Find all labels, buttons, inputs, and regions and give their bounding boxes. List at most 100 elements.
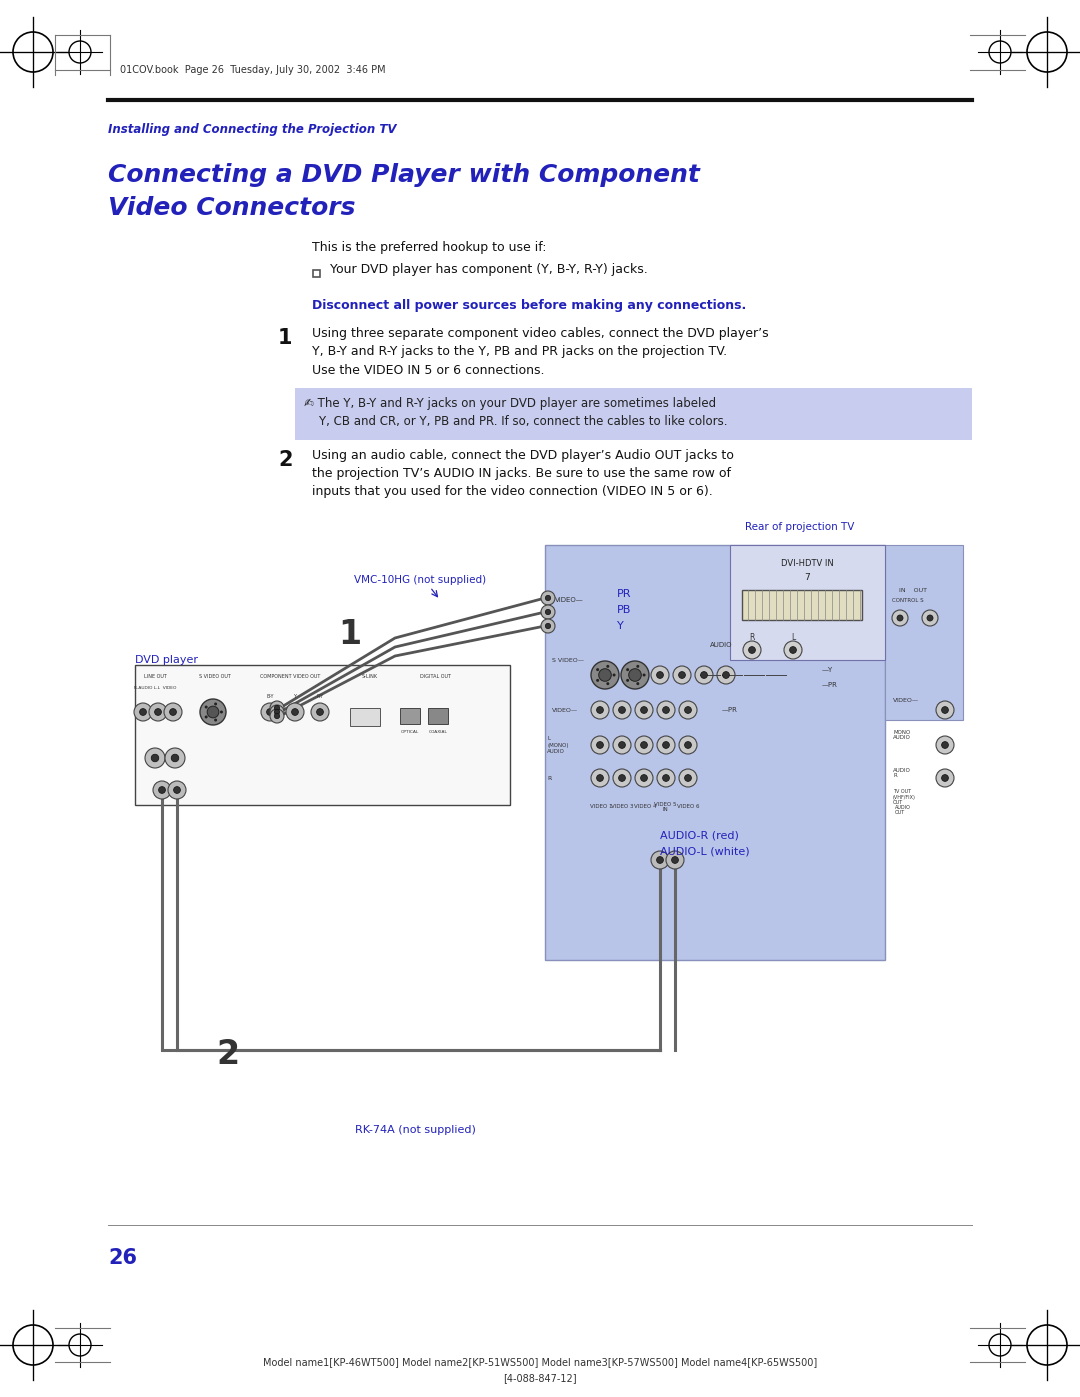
Circle shape	[897, 615, 903, 622]
Text: 01COV.book  Page 26  Tuesday, July 30, 2002  3:46 PM: 01COV.book Page 26 Tuesday, July 30, 200…	[120, 66, 386, 75]
Circle shape	[270, 710, 284, 724]
Circle shape	[596, 742, 604, 749]
Circle shape	[591, 661, 619, 689]
Circle shape	[640, 742, 647, 749]
Circle shape	[214, 718, 217, 721]
Circle shape	[701, 672, 707, 679]
Text: CONTROL S: CONTROL S	[892, 598, 923, 602]
Text: L
(MONO)
AUDIO: L (MONO) AUDIO	[546, 736, 568, 754]
Text: VIDEO—: VIDEO—	[893, 697, 919, 703]
Text: Using an audio cable, connect the DVD player’s Audio OUT jacks to: Using an audio cable, connect the DVD pl…	[312, 450, 734, 462]
Circle shape	[220, 711, 222, 714]
Circle shape	[922, 610, 939, 626]
Text: S VIDEO OUT: S VIDEO OUT	[199, 673, 231, 679]
Circle shape	[942, 774, 948, 781]
Text: Installing and Connecting the Projection TV: Installing and Connecting the Projection…	[108, 123, 396, 137]
Circle shape	[936, 701, 954, 719]
Circle shape	[154, 708, 161, 715]
Circle shape	[159, 787, 165, 793]
Circle shape	[545, 609, 551, 615]
FancyBboxPatch shape	[742, 590, 862, 620]
Circle shape	[170, 708, 176, 715]
Text: —PR: —PR	[723, 707, 738, 712]
Text: AUDIO-L (white): AUDIO-L (white)	[660, 847, 750, 856]
FancyBboxPatch shape	[313, 270, 320, 277]
Circle shape	[626, 668, 630, 671]
Circle shape	[596, 774, 604, 781]
Circle shape	[545, 595, 551, 601]
Circle shape	[640, 774, 647, 781]
Text: VIDEO 3: VIDEO 3	[611, 805, 633, 809]
Circle shape	[696, 666, 713, 685]
Text: 7: 7	[805, 574, 810, 583]
Circle shape	[274, 714, 280, 718]
Circle shape	[936, 768, 954, 787]
FancyBboxPatch shape	[545, 545, 885, 960]
Circle shape	[673, 666, 691, 685]
Circle shape	[635, 701, 653, 719]
Circle shape	[651, 851, 669, 869]
Text: DIGITAL OUT: DIGITAL OUT	[419, 673, 450, 679]
Circle shape	[612, 673, 616, 676]
Text: VIDEO 6: VIDEO 6	[677, 805, 699, 809]
Circle shape	[789, 647, 796, 654]
Text: Using three separate component video cables, connect the DVD player’s: Using three separate component video cab…	[312, 327, 769, 341]
Circle shape	[657, 768, 675, 787]
Text: Connecting a DVD Player with Component: Connecting a DVD Player with Component	[108, 163, 700, 187]
FancyBboxPatch shape	[295, 388, 972, 440]
Text: LINE OUT: LINE OUT	[144, 673, 166, 679]
Text: Y, CB and CR, or Y, PB and PR. If so, connect the cables to like colors.: Y, CB and CR, or Y, PB and PR. If so, co…	[303, 415, 728, 429]
Circle shape	[541, 619, 555, 633]
Circle shape	[591, 768, 609, 787]
Text: Y: Y	[617, 622, 624, 631]
Circle shape	[892, 610, 908, 626]
Circle shape	[666, 851, 684, 869]
Text: 26: 26	[108, 1248, 137, 1268]
Circle shape	[723, 672, 729, 679]
Text: DVI-HDTV IN: DVI-HDTV IN	[781, 559, 834, 567]
Circle shape	[685, 774, 691, 781]
Circle shape	[657, 672, 663, 679]
Circle shape	[207, 705, 219, 718]
Circle shape	[685, 707, 691, 714]
Circle shape	[168, 781, 186, 799]
FancyBboxPatch shape	[135, 665, 510, 805]
Text: R-AUDIO L-L  VIDEO: R-AUDIO L-L VIDEO	[134, 686, 176, 690]
Text: VMC-10HG (not supplied): VMC-10HG (not supplied)	[354, 576, 486, 585]
Circle shape	[635, 736, 653, 754]
Circle shape	[591, 701, 609, 719]
Circle shape	[636, 665, 639, 668]
Circle shape	[270, 701, 284, 715]
Text: 2: 2	[278, 450, 293, 469]
Circle shape	[165, 747, 185, 768]
Circle shape	[149, 703, 167, 721]
Circle shape	[640, 707, 647, 714]
Circle shape	[286, 703, 303, 721]
Text: [4-088-847-12]: [4-088-847-12]	[503, 1373, 577, 1383]
FancyBboxPatch shape	[428, 708, 448, 724]
Text: VIDEO—: VIDEO—	[552, 707, 578, 712]
Text: DVD player: DVD player	[135, 655, 198, 665]
Circle shape	[657, 701, 675, 719]
Circle shape	[636, 682, 639, 685]
Text: PB: PB	[617, 605, 632, 615]
Text: Model name1[KP-46WT500] Model name2[KP-51WS500] Model name3[KP-57WS500] Model na: Model name1[KP-46WT500] Model name2[KP-5…	[262, 1356, 818, 1368]
Circle shape	[679, 768, 697, 787]
Text: AUDIO: AUDIO	[710, 643, 732, 648]
Text: —PR: —PR	[822, 682, 838, 687]
FancyBboxPatch shape	[730, 545, 885, 659]
Text: COMPONENT VIDEO OUT: COMPONENT VIDEO OUT	[260, 673, 320, 679]
Circle shape	[936, 736, 954, 754]
Circle shape	[145, 747, 165, 768]
Text: R-Y: R-Y	[316, 693, 324, 698]
Circle shape	[172, 754, 179, 761]
Text: VIDEO—: VIDEO—	[555, 597, 584, 604]
Circle shape	[613, 736, 631, 754]
Text: IN    OUT: IN OUT	[899, 588, 927, 592]
Circle shape	[270, 705, 284, 719]
FancyBboxPatch shape	[400, 708, 420, 724]
Circle shape	[205, 705, 207, 708]
Text: VIDEO 1: VIDEO 1	[590, 805, 612, 809]
Text: Y: Y	[294, 693, 297, 698]
Circle shape	[139, 708, 147, 715]
